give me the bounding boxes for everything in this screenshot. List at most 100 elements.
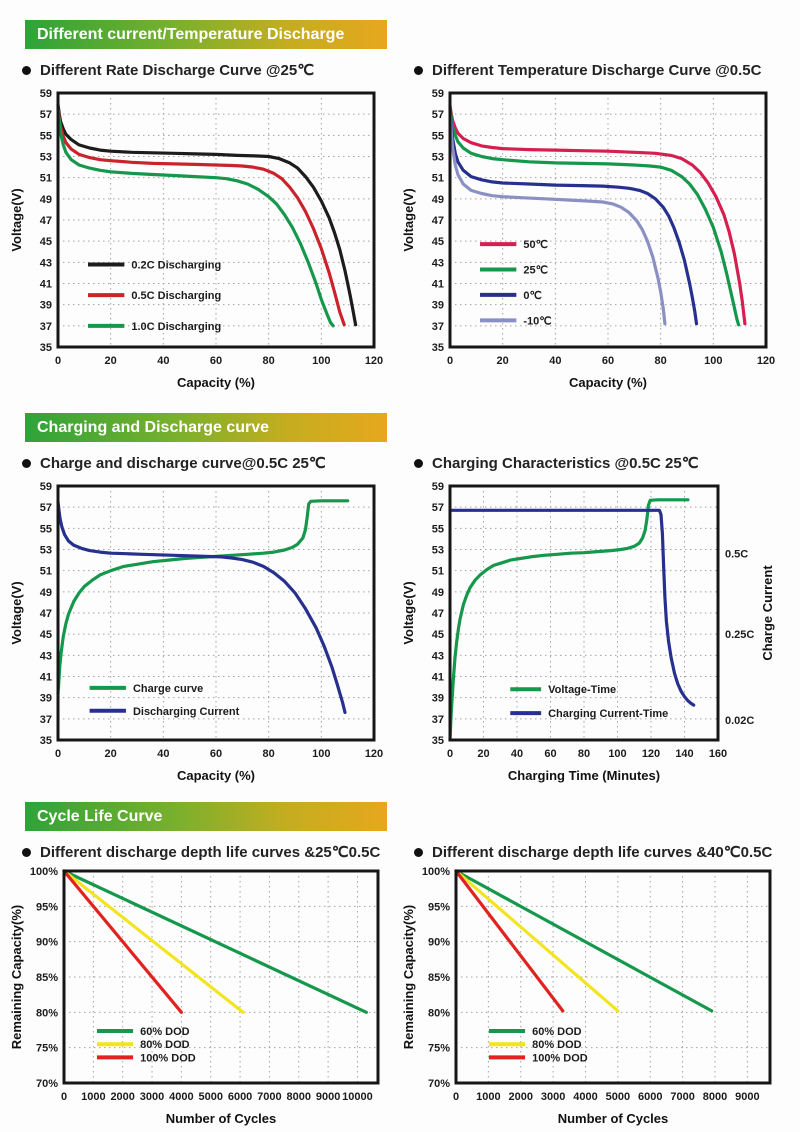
series-line — [56, 107, 335, 328]
chart-row-charge: Charge and discharge curve@0.5C 25℃ 0 20 4… — [0, 450, 800, 788]
x-axis-tick-labels: 0 1000 2000 3000 4000 5000 6000 7000 8000 9000 — [453, 1091, 760, 1103]
series-line — [448, 104, 747, 326]
series-line — [454, 869, 620, 1013]
y-tick-label: 35 — [432, 735, 444, 747]
y-tick-label: 90% — [36, 937, 58, 949]
series-line — [56, 499, 350, 695]
y-tick-label: 41 — [40, 672, 52, 684]
chart-legend: Voltage-Time Charging Current-Time — [510, 684, 668, 720]
chart-block-charge-discharge: Charge and discharge curve@0.5C 25℃ 0 20 4… — [8, 450, 400, 788]
x-tick-label: 6000 — [228, 1091, 252, 1103]
x-tick-label: 60 — [210, 748, 222, 760]
x-tick-label: 8000 — [703, 1091, 727, 1103]
x-axis-tick-labels: 0 20 40 60 80 100 120 — [55, 748, 383, 760]
chart-block-cycle-life-40: Different discharge depth life curves &4… — [400, 839, 792, 1132]
x-axis-title: Number of Cycles — [558, 1111, 669, 1126]
x-tick-label: 1000 — [476, 1091, 500, 1103]
y-tick-label: 39 — [40, 693, 52, 705]
x-tick-label: 100 — [312, 355, 330, 367]
x-tick-label: 8000 — [287, 1091, 311, 1103]
x-tick-label: 0 — [447, 355, 453, 367]
legend-label: -10℃ — [523, 315, 551, 327]
y-tick-label: 45 — [432, 236, 444, 248]
plot-border — [56, 484, 376, 742]
x-tick-label: 7000 — [670, 1091, 694, 1103]
y-axis-tick-labels: 35 37 39 41 43 45 47 49 51 53 55 57 59 — [432, 481, 444, 747]
y-tick-label: 55 — [40, 130, 52, 142]
x-tick-label: 40 — [511, 748, 523, 760]
x-tick-label: 80 — [263, 748, 275, 760]
x-tick-label: 20 — [497, 355, 509, 367]
legend-label: Voltage-Time — [548, 684, 616, 696]
y-tick-label: 59 — [432, 88, 444, 100]
chart-title-temp-discharge: Different Temperature Discharge Curve @0… — [432, 61, 762, 79]
x-tick-label: 20 — [105, 748, 117, 760]
x-tick-label: 80 — [655, 355, 667, 367]
y-tick-label: 41 — [40, 279, 52, 291]
chart-block-cycle-life-25: Different discharge depth life curves &2… — [8, 839, 400, 1132]
chart-row-cycle-life: Different discharge depth life curves &2… — [0, 839, 800, 1132]
section-discharge-curves: Different current/Temperature Discharge … — [0, 20, 800, 395]
chart-title-charge-discharge: Charge and discharge curve@0.5C 25℃ — [40, 455, 326, 472]
chart-title-rate-discharge: Different Rate Discharge Curve @25℃ — [40, 62, 315, 79]
y-tick-label: 80% — [36, 1007, 58, 1019]
y-tick-label: 80% — [428, 1007, 450, 1019]
series-group — [56, 499, 350, 715]
y-tick-label: 90% — [428, 937, 450, 949]
legend-label: 80% DOD — [140, 1039, 190, 1051]
x-tick-label: 5000 — [198, 1091, 222, 1103]
x-tick-label: 7000 — [257, 1091, 281, 1103]
series-line — [448, 508, 696, 707]
x-axis-tick-labels: 0 1000 2000 3000 4000 5000 6000 7000 8000 9000 100… — [61, 1091, 373, 1103]
x-tick-label: 60 — [210, 355, 222, 367]
chart-title-charging-characteristics: Charging Characteristics @0.5C 25℃ — [432, 455, 699, 472]
x-tick-label: 1000 — [81, 1091, 105, 1103]
x-tick-label: 140 — [675, 748, 693, 760]
y-tick-label: 57 — [432, 502, 444, 514]
chart-row-discharge: Different Rate Discharge Curve @25℃ 0 20 4… — [0, 57, 800, 395]
legend-label: 60% DOD — [532, 1026, 582, 1038]
y-axis-title: Voltage(V) — [9, 581, 24, 644]
series-group — [56, 103, 358, 328]
bullet-icon — [22, 65, 31, 75]
y-tick-label: 37 — [40, 714, 52, 726]
y-tick-label: 53 — [432, 545, 444, 557]
legend-label: Charge curve — [133, 683, 203, 695]
x-tick-label: 0 — [61, 1091, 67, 1103]
y-tick-label: 75% — [36, 1043, 58, 1055]
legend-label: 50℃ — [523, 239, 548, 251]
y-tick-label: 41 — [432, 672, 444, 684]
section-cycle-life: Cycle Life Curve Different discharge dep… — [0, 802, 800, 1132]
x-tick-label: 3000 — [541, 1091, 565, 1103]
legend-label: 25℃ — [523, 265, 548, 277]
plot-border — [448, 91, 768, 349]
chart-canvas-temp-discharge: 0 20 40 60 80 100 120 35 37 39 41 43 45 47 49 51 53 55 57 5… — [401, 88, 775, 390]
legend-label: 100% DOD — [532, 1052, 588, 1064]
y-tick-label: 100% — [422, 866, 450, 878]
legend-label: 1.0C Discharging — [131, 321, 221, 333]
y-tick-label: 47 — [40, 215, 52, 227]
y-tick-label: 59 — [40, 481, 52, 493]
series-line — [448, 106, 741, 327]
chart-subtitle: Charge and discharge curve@0.5C 25℃ — [22, 452, 400, 474]
legend-label: 0.5C Discharging — [131, 290, 221, 302]
y-tick-label: 51 — [432, 173, 444, 185]
y-tick-label: 45 — [40, 629, 52, 641]
y-tick-label: 41 — [432, 279, 444, 291]
y-tick-label: 70% — [36, 1078, 58, 1090]
x-tick-label: 20 — [105, 355, 117, 367]
chart-subtitle: Different discharge depth life curves &2… — [22, 841, 400, 863]
y-axis-tick-labels: 35 37 39 41 43 45 47 49 51 53 55 57 59 — [40, 481, 52, 747]
y-axis-tick-labels: 35 37 39 41 43 45 47 49 51 53 55 57 59 — [40, 88, 52, 354]
chart-block-charging-characteristics: Charging Characteristics @0.5C 25℃ 0 20 40… — [400, 450, 792, 788]
y-tick-label: 39 — [432, 300, 444, 312]
plot-border — [62, 869, 380, 1085]
legend-label: 80% DOD — [532, 1039, 582, 1051]
bullet-icon — [414, 847, 423, 857]
y-tick-label: 53 — [40, 545, 52, 557]
plot-border — [56, 91, 376, 349]
y2-tick-label: 0.5C — [725, 549, 748, 561]
y-tick-label: 51 — [40, 173, 52, 185]
y-tick-label: 70% — [428, 1078, 450, 1090]
